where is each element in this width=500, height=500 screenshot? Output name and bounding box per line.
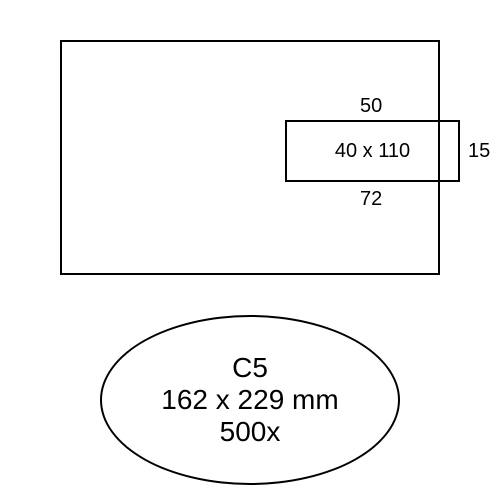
envelope-window: 40 x 110 — [285, 120, 460, 182]
spec-quantity: 500x — [220, 416, 281, 448]
window-size-label: 40 x 110 — [335, 140, 410, 163]
dimension-top: 50 — [360, 95, 382, 118]
spec-ellipse: C5 162 x 229 mm 500x — [100, 315, 400, 485]
spec-size: 162 x 229 mm — [161, 384, 338, 416]
dimension-right: 15 — [468, 140, 490, 163]
diagram-canvas: 40 x 110 50 15 72 C5 162 x 229 mm 500x — [0, 0, 500, 500]
dimension-bottom: 72 — [360, 188, 382, 211]
spec-format: C5 — [232, 352, 268, 384]
